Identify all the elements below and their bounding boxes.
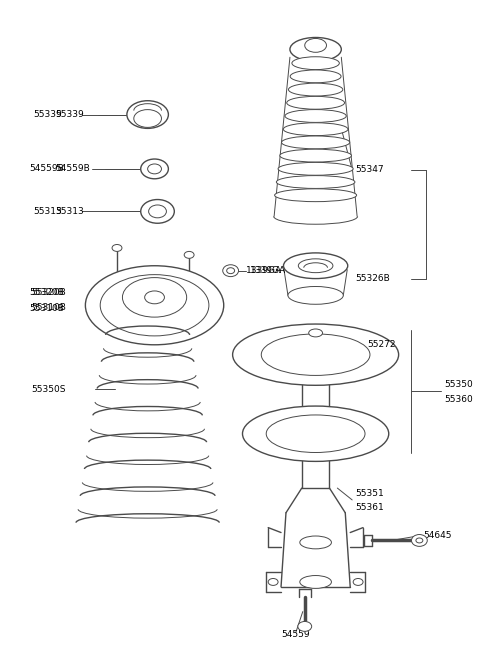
- Text: 55272: 55272: [367, 341, 396, 349]
- Ellipse shape: [288, 286, 343, 305]
- Text: 55339: 55339: [56, 110, 84, 119]
- Text: 55313: 55313: [56, 207, 84, 216]
- Ellipse shape: [127, 101, 168, 128]
- Text: 55326B: 55326B: [355, 274, 390, 283]
- Ellipse shape: [282, 136, 350, 149]
- Ellipse shape: [287, 96, 345, 109]
- Ellipse shape: [411, 534, 427, 546]
- Text: 55339: 55339: [33, 110, 62, 119]
- Ellipse shape: [184, 252, 194, 258]
- Ellipse shape: [261, 334, 370, 375]
- Text: 54559B: 54559B: [29, 164, 64, 174]
- Ellipse shape: [227, 268, 235, 274]
- Text: 55350: 55350: [444, 380, 473, 389]
- Text: 1339GA: 1339GA: [246, 266, 283, 275]
- Ellipse shape: [299, 259, 333, 272]
- Text: 55351: 55351: [355, 489, 384, 498]
- Text: 54559: 54559: [281, 630, 310, 639]
- Ellipse shape: [85, 266, 224, 345]
- Text: 55310B: 55310B: [29, 304, 64, 312]
- Ellipse shape: [100, 274, 209, 336]
- Ellipse shape: [280, 149, 351, 162]
- Ellipse shape: [122, 278, 187, 317]
- Ellipse shape: [285, 109, 346, 122]
- Text: 55347: 55347: [355, 166, 384, 174]
- Ellipse shape: [288, 83, 343, 96]
- Ellipse shape: [290, 37, 341, 61]
- Ellipse shape: [141, 159, 168, 179]
- Ellipse shape: [416, 538, 423, 543]
- Ellipse shape: [233, 324, 398, 385]
- Ellipse shape: [268, 578, 278, 586]
- Ellipse shape: [276, 176, 355, 189]
- Ellipse shape: [275, 189, 357, 202]
- Ellipse shape: [134, 109, 161, 128]
- Ellipse shape: [284, 253, 348, 278]
- Ellipse shape: [266, 415, 365, 453]
- Text: 1339GA: 1339GA: [251, 266, 287, 275]
- Ellipse shape: [300, 576, 331, 588]
- Text: 55361: 55361: [355, 503, 384, 512]
- Ellipse shape: [353, 578, 363, 586]
- Ellipse shape: [298, 622, 312, 631]
- Ellipse shape: [283, 122, 348, 136]
- Text: 55320B: 55320B: [31, 288, 66, 297]
- Ellipse shape: [149, 205, 167, 218]
- Text: 55360: 55360: [444, 395, 473, 403]
- Ellipse shape: [141, 200, 174, 223]
- Text: 54559B: 54559B: [56, 164, 91, 174]
- Ellipse shape: [112, 244, 122, 252]
- Text: 54645: 54645: [423, 531, 452, 540]
- Text: 55313: 55313: [33, 207, 62, 216]
- Ellipse shape: [223, 265, 239, 276]
- Ellipse shape: [278, 162, 353, 176]
- Ellipse shape: [309, 329, 323, 337]
- Text: 55320B: 55320B: [29, 288, 64, 297]
- Ellipse shape: [300, 536, 331, 549]
- Text: 55310B: 55310B: [31, 303, 66, 312]
- Text: 55350S: 55350S: [31, 384, 66, 394]
- Ellipse shape: [148, 164, 161, 174]
- Ellipse shape: [305, 39, 326, 52]
- Ellipse shape: [144, 291, 165, 304]
- Ellipse shape: [292, 57, 339, 69]
- Ellipse shape: [290, 70, 341, 83]
- Ellipse shape: [242, 406, 389, 461]
